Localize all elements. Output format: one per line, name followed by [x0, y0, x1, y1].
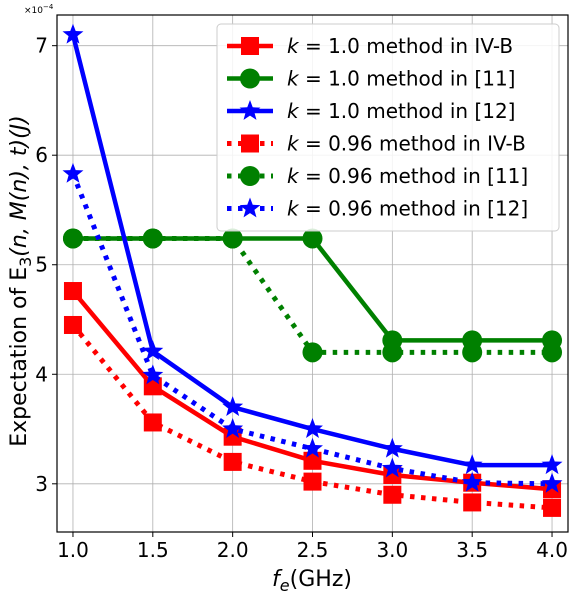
legend-marker-circle	[240, 166, 260, 186]
x-tick-label: 3.0	[376, 538, 408, 562]
data-point-star	[142, 364, 164, 385]
data-point-square	[303, 451, 322, 470]
legend-marker-star	[239, 197, 261, 218]
legend-marker-star	[239, 100, 261, 120]
series-2	[62, 23, 563, 475]
data-point-star	[381, 457, 403, 478]
y-tick-label: 5	[35, 253, 48, 277]
data-point-square	[223, 452, 242, 471]
legend-entry: k = 1.0 method in IV-B	[227, 34, 513, 58]
data-point-star	[302, 437, 323, 458]
legend-marker-square	[241, 37, 259, 55]
y-axis-label: Expectation of E3(n, M(n), t)(J)	[7, 115, 35, 447]
x-tick-label: 1.5	[137, 538, 169, 562]
data-point-circle	[462, 342, 483, 363]
data-point-square	[383, 485, 402, 504]
data-point-star	[62, 23, 84, 44]
data-point-circle	[222, 228, 243, 249]
data-point-star	[302, 418, 323, 438]
data-point-star	[461, 471, 483, 492]
y-tick-label: 4	[35, 362, 48, 386]
legend-label: k = 1.0 method in [12]	[287, 99, 515, 123]
x-tick-label: 2.0	[217, 538, 249, 562]
legend-entry: k = 0.96 method in [11]	[227, 164, 528, 188]
data-point-square	[63, 282, 82, 301]
legend-entry: k = 1.0 method in [12]	[227, 99, 515, 123]
x-tick-label: 4.0	[536, 538, 568, 562]
data-point-star	[381, 437, 403, 458]
data-point-circle	[142, 228, 163, 249]
data-point-star	[222, 418, 244, 438]
legend-label: k = 0.96 method in IV-B	[287, 132, 526, 156]
data-point-square	[63, 315, 82, 334]
data-point-square	[543, 498, 562, 517]
x-tick-label: 2.5	[297, 538, 329, 562]
legend-box	[216, 23, 560, 232]
series-5	[62, 162, 563, 493]
x-axis-label: fe(GHz)	[272, 567, 352, 595]
legend-entry: k = 0.96 method in [12]	[227, 197, 528, 221]
legend-label: k = 0.96 method in [11]	[287, 164, 528, 188]
legend-marker-square	[241, 134, 259, 153]
x-tick-label: 3.5	[456, 538, 488, 562]
data-point-circle	[302, 228, 323, 249]
data-point-star	[461, 454, 483, 475]
data-point-square	[143, 413, 162, 432]
data-point-circle	[382, 342, 403, 363]
axis-ticks: 1.0 1.5 2.0 2.5 3.0 3.5 4.0 3 4 5 6 7	[35, 34, 568, 562]
data-point-star	[541, 472, 563, 493]
legend: k = 1.0 method in IV-B k = 1.0 method in …	[216, 23, 560, 232]
legend-marker-circle	[240, 68, 260, 89]
y-tick-label: 3	[35, 472, 48, 496]
data-point-square	[303, 472, 322, 491]
legend-entry: k = 0.96 method in IV-B	[227, 132, 526, 156]
y-tick-label: 6	[35, 143, 48, 167]
series-3	[63, 315, 562, 517]
y-tick-label: 7	[35, 34, 48, 58]
data-point-square	[463, 493, 482, 512]
data-point-star	[142, 340, 164, 361]
x-tick-label: 1.0	[57, 538, 89, 562]
data-point-star	[541, 454, 563, 475]
series-4	[62, 228, 563, 363]
data-point-circle	[62, 228, 83, 249]
data-point-circle	[542, 342, 563, 363]
legend-label: k = 1.0 method in [11]	[287, 67, 515, 91]
series-layer	[62, 23, 563, 517]
legend-entry: k = 1.0 method in [11]	[227, 67, 515, 91]
legend-label: k = 1.0 method in IV-B	[287, 34, 513, 58]
data-point-circle	[302, 342, 323, 363]
legend-label: k = 0.96 method in [12]	[287, 197, 528, 221]
y-scale-label: ×10−4	[24, 3, 54, 16]
data-point-square	[143, 377, 162, 396]
data-point-star	[222, 396, 244, 417]
data-point-star	[62, 162, 84, 183]
